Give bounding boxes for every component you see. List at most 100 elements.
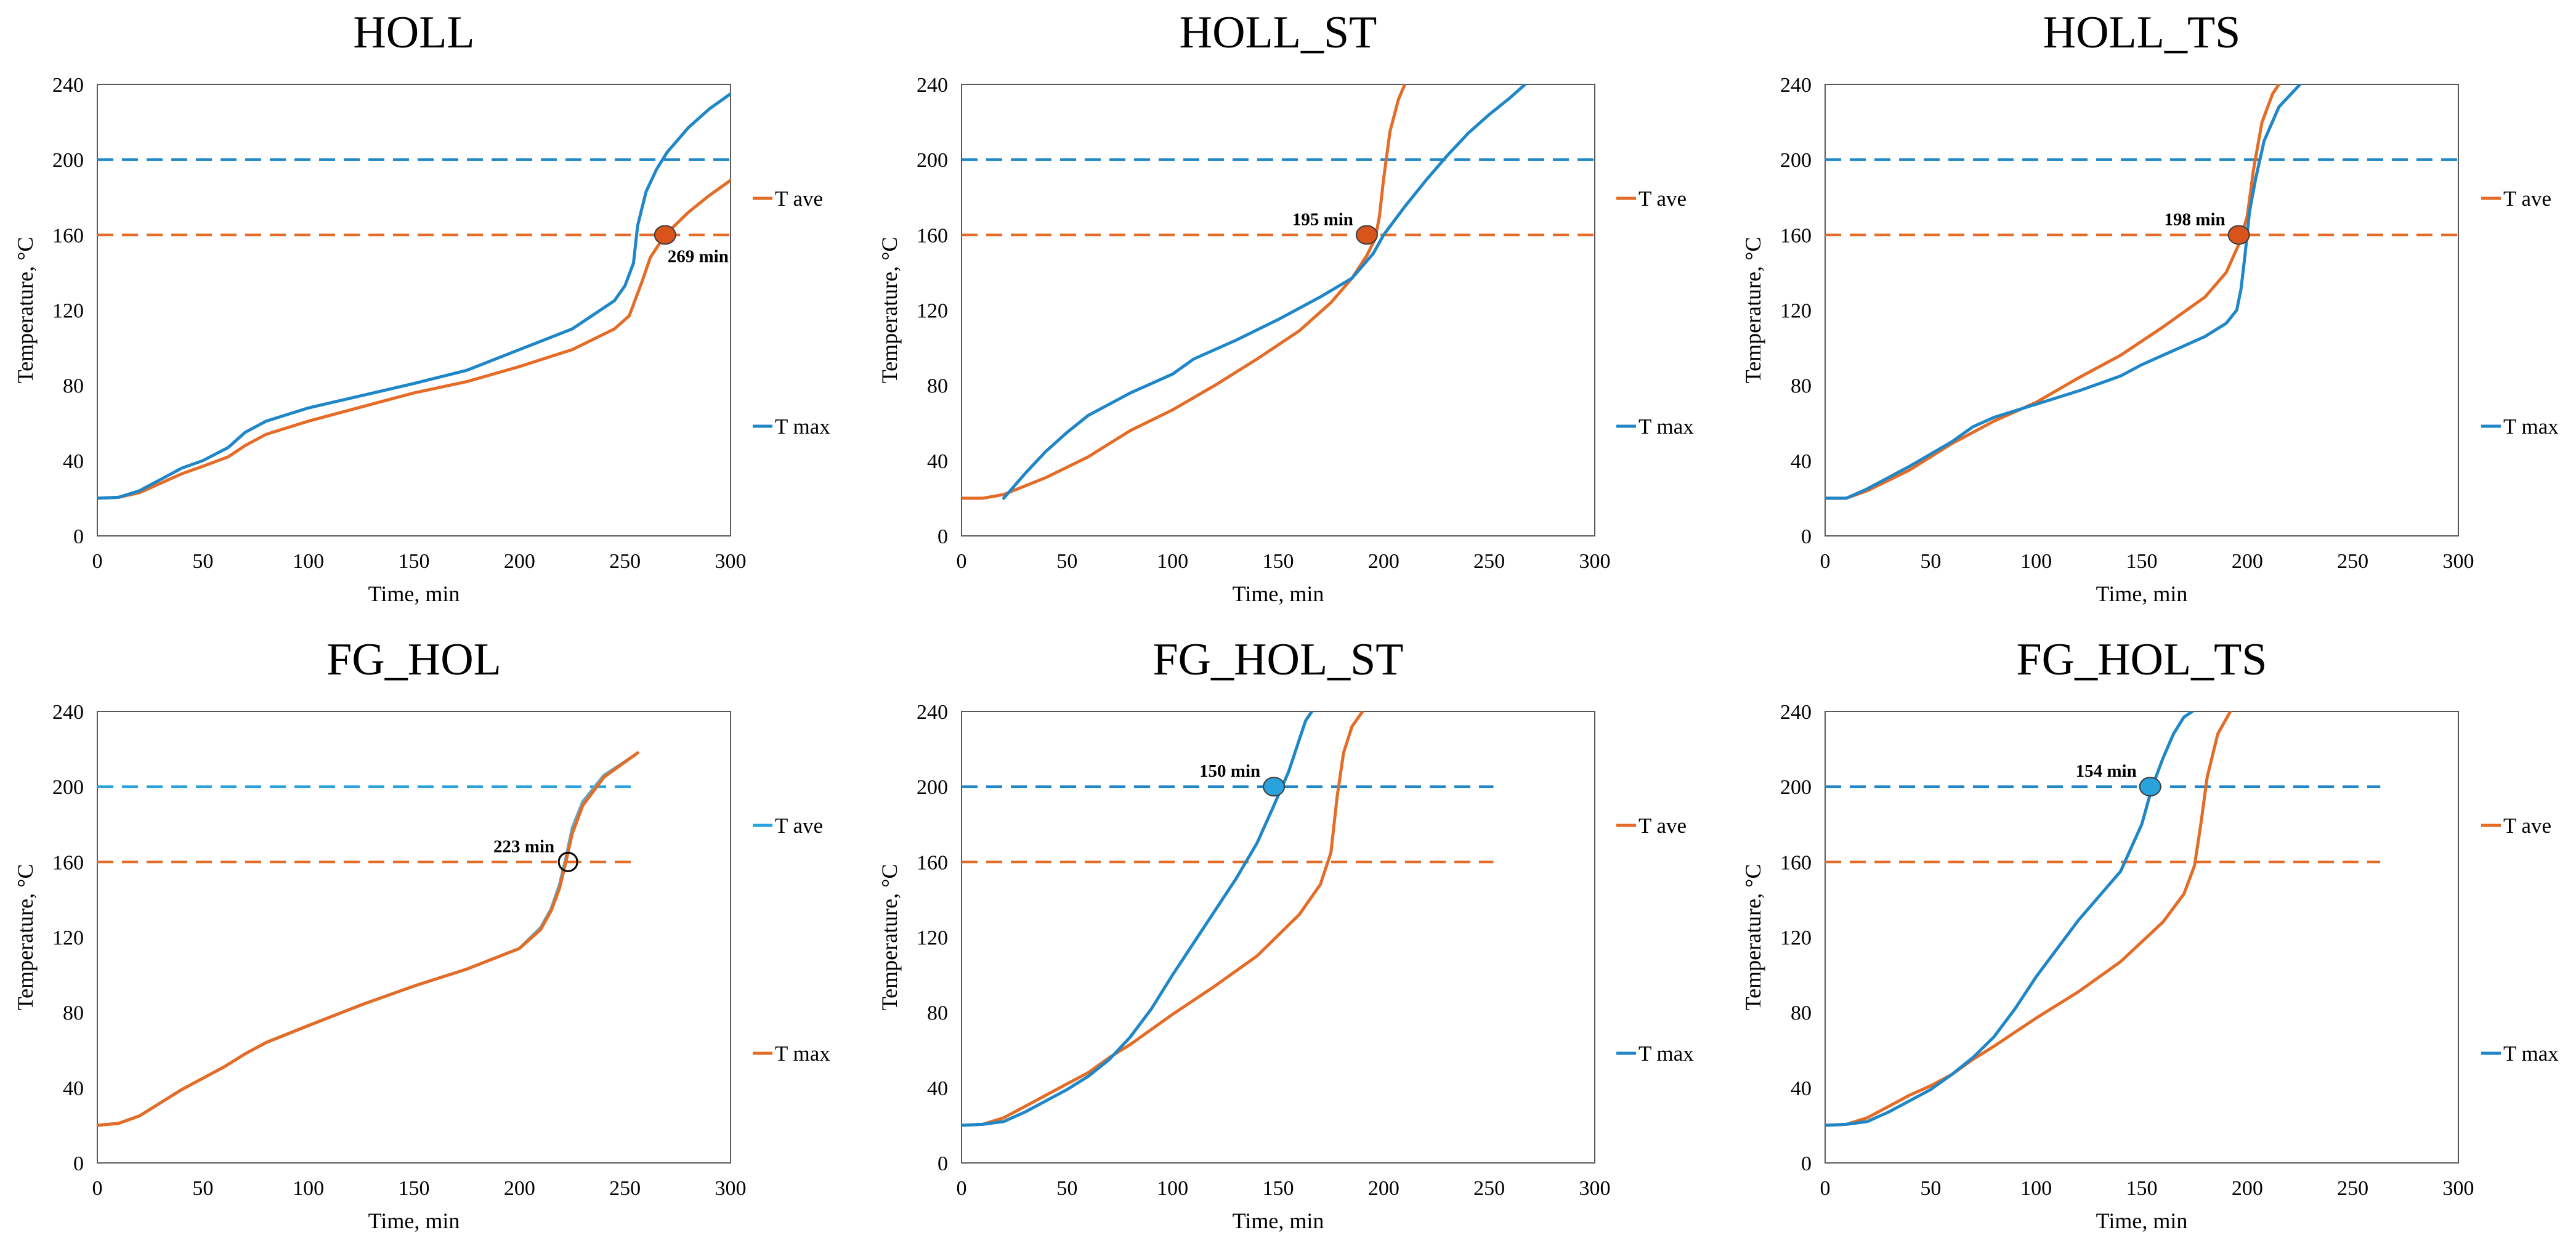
y-tick-label: 80 — [63, 1002, 84, 1025]
y-tick-label: 200 — [52, 149, 84, 172]
series-line-t-ave — [1825, 84, 2281, 500]
x-axis-label: Time, min — [368, 581, 460, 606]
x-axis-label: Time, min — [1233, 1208, 1324, 1233]
plot-area — [97, 711, 731, 1164]
y-tick-label: 240 — [917, 74, 948, 97]
plot-area — [1825, 711, 2459, 1164]
y-axis-label: Temperature, °C — [1741, 237, 1765, 384]
series-line-t-max — [97, 751, 639, 1127]
legend-label: T ave — [1638, 814, 1687, 838]
y-tick-label: 200 — [917, 776, 948, 799]
y-tick-label: 0 — [1801, 525, 1812, 548]
x-tick-label: 0 — [957, 550, 967, 573]
threshold-marker — [654, 225, 676, 245]
time-annotation: 150 min — [1199, 761, 1260, 781]
y-tick-label: 160 — [917, 851, 948, 874]
x-tick-label: 50 — [1056, 550, 1077, 573]
y-tick-label: 120 — [1780, 927, 1812, 950]
y-tick-label: 120 — [917, 927, 948, 950]
y-tick-label: 120 — [52, 927, 84, 950]
legend-label: T max — [1638, 1042, 1694, 1066]
x-tick-label: 0 — [92, 1177, 103, 1200]
series-line-t-max — [1825, 84, 2302, 500]
y-tick-label: 40 — [63, 450, 84, 473]
legend-label: T ave — [775, 814, 823, 838]
y-tick-label: 160 — [52, 851, 84, 874]
y-tick-label: 40 — [927, 450, 948, 473]
y-tick-label: 80 — [1791, 1002, 1812, 1025]
legend-label: T ave — [2503, 187, 2551, 211]
x-tick-label: 250 — [1473, 550, 1505, 573]
legend-label: T max — [775, 415, 830, 439]
x-tick-label: 300 — [715, 1177, 747, 1200]
x-tick-label: 50 — [192, 550, 213, 573]
y-tick-label: 80 — [927, 375, 948, 398]
x-tick-label: 0 — [1820, 550, 1831, 573]
x-tick-label: 300 — [1579, 550, 1611, 573]
time-annotation: 195 min — [1292, 209, 1353, 229]
x-tick-label: 0 — [1820, 1177, 1831, 1200]
y-tick-label: 200 — [52, 776, 84, 799]
series-line-t-max — [97, 92, 731, 500]
x-tick-label: 100 — [293, 1177, 324, 1200]
y-tick-label: 0 — [938, 1152, 948, 1175]
series-line-t-ave — [962, 84, 1407, 500]
legend-label: T ave — [2503, 814, 2551, 838]
x-tick-label: 50 — [1920, 1177, 1941, 1200]
x-tick-label: 250 — [2337, 1177, 2368, 1200]
x-tick-label: 250 — [609, 1177, 641, 1200]
y-axis-label: Temperature, °C — [877, 237, 902, 384]
x-tick-label: 50 — [1056, 1177, 1077, 1200]
x-tick-label: 200 — [504, 1177, 535, 1200]
chart-panel-2: HOLL_ST 0 40 80 120 160 200 240 0 50 100 150 200 250 3… — [877, 7, 1694, 606]
y-tick-label: 240 — [917, 701, 948, 724]
y-axis-label: Temperature, °C — [13, 864, 38, 1011]
x-tick-label: 200 — [2232, 1177, 2263, 1200]
plot-area — [97, 84, 731, 536]
y-tick-label: 160 — [1780, 851, 1812, 874]
x-tick-label: 150 — [2126, 1177, 2158, 1200]
legend-label: T ave — [1638, 187, 1687, 211]
y-tick-label: 200 — [1780, 776, 1812, 799]
time-annotation: 154 min — [2076, 761, 2137, 781]
y-tick-label: 240 — [52, 701, 84, 724]
y-tick-label: 40 — [927, 1077, 948, 1100]
y-tick-label: 80 — [927, 1002, 948, 1025]
chart-title: FG_HOL_ST — [1152, 634, 1403, 685]
plot-area — [961, 711, 1595, 1164]
y-tick-label: 240 — [1780, 74, 1812, 97]
y-tick-label: 80 — [1791, 375, 1812, 398]
x-tick-label: 50 — [192, 1177, 213, 1200]
y-tick-label: 120 — [917, 300, 948, 323]
y-tick-label: 40 — [1791, 450, 1812, 473]
x-tick-label: 250 — [2337, 550, 2368, 573]
x-axis-label: Time, min — [368, 1208, 460, 1233]
y-tick-label: 160 — [917, 224, 948, 247]
chart-title: HOLL_TS — [2043, 7, 2241, 58]
threshold-marker — [1355, 225, 1378, 245]
x-tick-label: 200 — [1368, 550, 1399, 573]
x-axis-label: Time, min — [2096, 581, 2188, 606]
x-tick-label: 0 — [957, 1177, 967, 1200]
x-tick-label: 0 — [92, 550, 103, 573]
legend-label: T max — [2503, 415, 2559, 439]
x-tick-label: 300 — [1579, 1177, 1611, 1200]
chart-title: HOLL — [353, 7, 474, 58]
plot-area — [1825, 84, 2459, 536]
x-tick-label: 150 — [399, 1177, 430, 1200]
plot-area — [961, 84, 1595, 536]
series-line-t-max — [1002, 84, 1527, 500]
y-tick-label: 0 — [938, 525, 948, 548]
y-tick-label: 200 — [1780, 149, 1812, 172]
y-tick-label: 120 — [1780, 300, 1812, 323]
series-line-t-max — [962, 711, 1314, 1127]
time-annotation: 269 min — [668, 246, 729, 266]
y-tick-label: 0 — [73, 1152, 84, 1175]
x-tick-label: 200 — [2232, 550, 2263, 573]
time-annotation: 223 min — [493, 836, 554, 856]
x-tick-label: 200 — [1368, 1177, 1399, 1200]
legend-label: T ave — [775, 187, 823, 211]
time-annotation: 198 min — [2165, 209, 2226, 229]
y-tick-label: 240 — [52, 74, 84, 97]
y-axis-label: Temperature, °C — [877, 864, 902, 1011]
